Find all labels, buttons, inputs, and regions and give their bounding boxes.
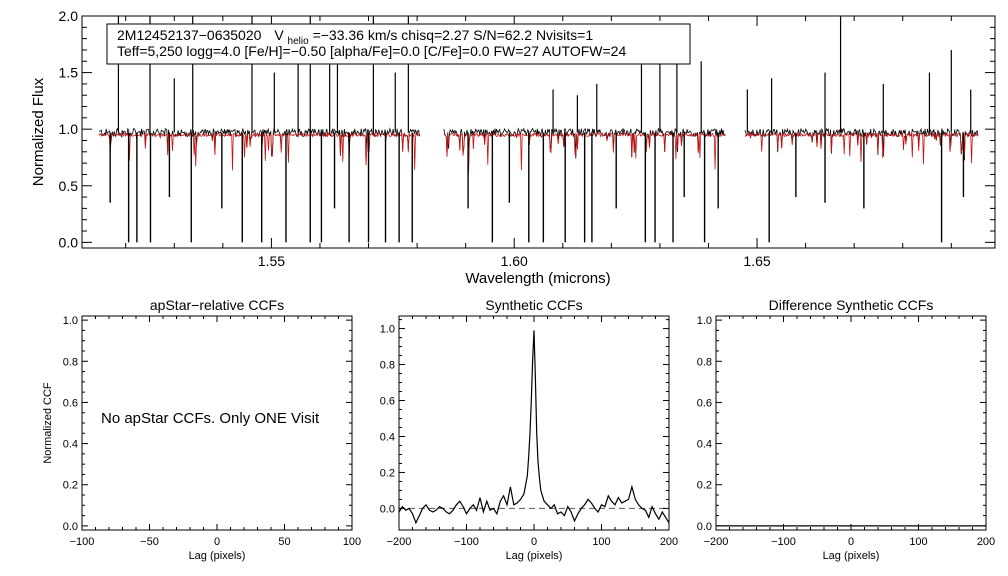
- info-star-id: 2M12452137−0635020: [117, 27, 262, 43]
- synthetic-ccf-x-tick-label: −100: [454, 536, 479, 548]
- synthetic-ccf-x-tick-label: −200: [387, 536, 412, 548]
- synthetic-ccf-y-tick-label: 0.6: [380, 396, 395, 408]
- apstar-ccf-title: apStar−relative CCFs: [150, 297, 284, 313]
- info-v-rest: =−33.36 km/s chisq=2.27 S/N=62.2 Nvisits…: [313, 27, 594, 43]
- synthetic-ccf-y-tick-label: 0.2: [380, 467, 395, 479]
- difference-ccf-y-ticks: 0.0 0.2 0.4 0.6 0.8 1.0: [697, 315, 986, 533]
- synthetic-ccf-y-tick-label: 0.4: [380, 431, 395, 443]
- apstar-ccf-y-tick-label: 0.4: [63, 439, 78, 451]
- synthetic-ccf-x-ticks: −200 −100 0 100 200: [387, 316, 678, 548]
- info-line-1: 2M12452137−0635020 V helio =−33.36 km/s …: [117, 27, 593, 47]
- synthetic-ccf-y-tick-label: 1.0: [380, 324, 395, 336]
- spectrum-y-label: Normalized Flux: [30, 77, 47, 186]
- apstar-ccf-annotation: No apStar CCFs. Only ONE Visit: [101, 410, 320, 427]
- spectrum-absorption-lines: [109, 132, 965, 243]
- apstar-ccf-x-tick-label: 50: [278, 536, 290, 548]
- difference-ccf-panel: Difference Synthetic CCFs −200 −100 0 100 20…: [697, 297, 995, 562]
- synthetic-ccf-x-label: Lag (pixels): [506, 550, 563, 562]
- info-v-subscript: helio: [288, 36, 310, 47]
- apstar-ccf-y-tick-label: 0.6: [63, 397, 78, 409]
- synthetic-ccf-y-ticks: 0.0 0.2 0.4 0.6 0.8 1.0: [380, 319, 669, 515]
- synthetic-ccf-x-tick-label: 100: [592, 536, 610, 548]
- difference-ccf-x-tick-label: 100: [909, 536, 927, 548]
- info-box: 2M12452137−0635020 V helio =−33.36 km/s …: [106, 23, 691, 65]
- synthetic-ccf-y-tick-label: 0.0: [380, 503, 395, 515]
- difference-ccf-y-tick-label: 0.2: [697, 480, 712, 492]
- spectrum-x-tick-label: 1.65: [743, 253, 770, 269]
- difference-ccf-x-ticks: −200 −100 0 100 200: [704, 316, 995, 548]
- apstar-ccf-y-tick-label: 0.0: [63, 521, 78, 533]
- apstar-ccf-y-tick-label: 0.8: [63, 356, 78, 368]
- difference-ccf-y-tick-label: 1.0: [697, 315, 712, 327]
- spectrum-y-tick-label: 2.0: [59, 8, 79, 24]
- synthetic-ccf-title: Synthetic CCFs: [485, 297, 582, 313]
- difference-ccf-title: Difference Synthetic CCFs: [769, 297, 934, 313]
- difference-ccf-y-tick-label: 0.8: [697, 356, 712, 368]
- apstar-ccf-x-ticks: −100 −50 0 50 100: [70, 316, 361, 548]
- difference-ccf-frame: [715, 315, 987, 531]
- apstar-ccf-x-tick-label: −50: [140, 536, 159, 548]
- info-line-2: Teff=5,250 logg=4.0 [Fe/H]=−0.50 [alpha/…: [117, 43, 626, 59]
- difference-ccf-y-tick-label: 0.6: [697, 397, 712, 409]
- spectrum-model-line: [98, 131, 979, 174]
- apstar-ccf-x-label: Lag (pixels): [189, 550, 246, 562]
- spectrum-plot-frame: [81, 15, 996, 249]
- synthetic-ccf-line: [398, 330, 670, 525]
- apstar-ccf-panel: apStar−relative CCFs −100 −50 0 50 100 0.00.…: [42, 297, 361, 562]
- spectrum-y-tick-label: 1.5: [59, 65, 79, 81]
- difference-ccf-x-tick-label: 0: [848, 536, 854, 548]
- spectrum-y-tick-label: 1.0: [59, 121, 79, 137]
- synthetic-ccf-panel: Synthetic CCFs −200 −100 0 100 200 0.0 0.2 0.4…: [380, 297, 678, 562]
- spectrum-y-tick-label: 0.0: [59, 234, 79, 250]
- spectrum-x-tick-label: 1.55: [258, 253, 285, 269]
- difference-ccf-x-tick-label: −200: [704, 536, 729, 548]
- apstar-ccf-y-ticks: 0.0 0.2 0.4 0.6 0.8 1.0: [63, 315, 352, 533]
- spectrum-x-tick-label: 1.60: [501, 253, 528, 269]
- spectrum-y-ticks: 0.0 0.5 1.0 1.5 2.0: [59, 8, 995, 250]
- spectrum-observed-line: [98, 127, 979, 161]
- apstar-ccf-y-label: Normalized CCF: [42, 382, 54, 464]
- spectrum-y-tick-label: 0.5: [59, 178, 79, 194]
- spectrum-x-label: Wavelength (microns): [465, 270, 610, 287]
- apstar-ccf-y-tick-label: 1.0: [63, 315, 78, 327]
- difference-ccf-y-tick-label: 0.0: [697, 521, 712, 533]
- info-box-frame: [106, 23, 691, 65]
- spectrum-x-ticks: 1.55 1.60 1.65: [125, 16, 952, 269]
- difference-ccf-y-tick-label: 0.4: [697, 439, 712, 451]
- spectrum-panel: 1.55 1.60 1.65 0.0 0.5 1.0 1.5 2.0 Wavelength …: [30, 8, 996, 287]
- apstar-ccf-x-tick-label: 0: [214, 536, 220, 548]
- apstar-ccf-x-tick-label: 100: [343, 536, 361, 548]
- apstar-ccf-x-tick-label: −100: [70, 536, 95, 548]
- difference-ccf-x-tick-label: −100: [771, 536, 796, 548]
- synthetic-ccf-y-tick-label: 0.8: [380, 360, 395, 372]
- difference-ccf-x-label: Lag (pixels): [823, 550, 880, 562]
- difference-ccf-x-tick-label: 200: [977, 536, 995, 548]
- synthetic-ccf-x-tick-label: 200: [660, 536, 678, 548]
- apstar-ccf-y-tick-label: 0.2: [63, 480, 78, 492]
- info-v-prefix: V: [274, 27, 284, 43]
- synthetic-ccf-x-tick-label: 0: [531, 536, 537, 548]
